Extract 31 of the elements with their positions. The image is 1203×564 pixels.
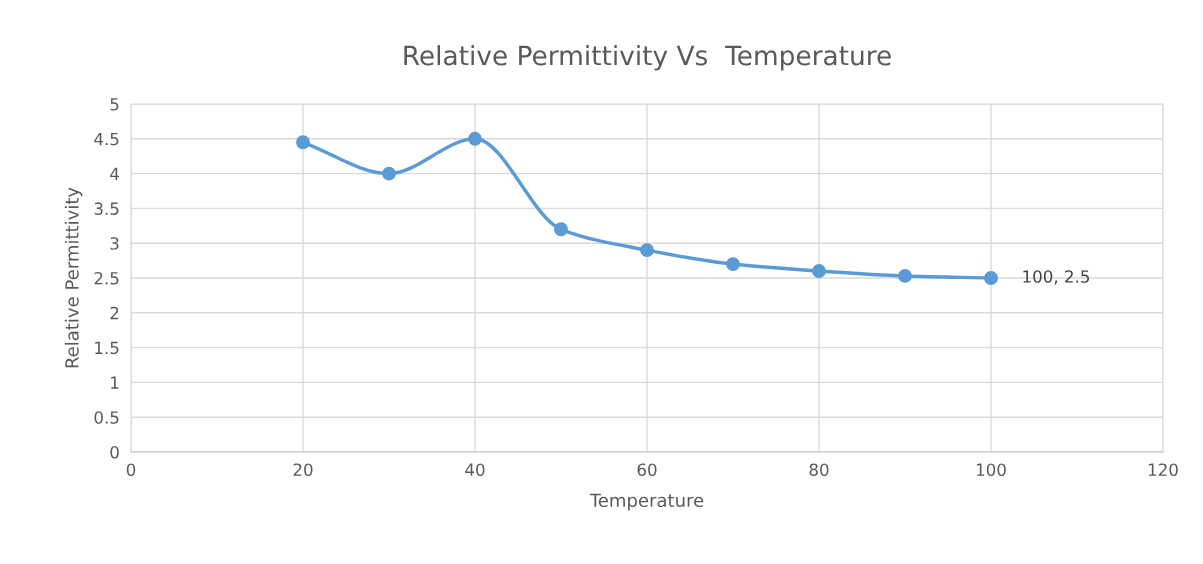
- y-tick-label: 0.5: [94, 411, 119, 424]
- y-axis-title: Relative Permittivity: [64, 187, 83, 368]
- point: [812, 264, 826, 278]
- y-tick-label: 2: [110, 306, 119, 320]
- x-tick-label: 120: [1148, 463, 1178, 477]
- point: [984, 271, 998, 285]
- y-tick-label: 3: [110, 237, 119, 250]
- point: [898, 268, 912, 283]
- y-tick-label: 1: [111, 376, 119, 389]
- y-tick-label: 4.5: [94, 132, 119, 146]
- point: [726, 257, 740, 272]
- point: [296, 135, 310, 150]
- point: [382, 166, 396, 181]
- x-tick-label: 40: [465, 463, 485, 477]
- y-tick-label: 1.5: [95, 341, 119, 355]
- point: [640, 243, 654, 258]
- x-axis-title: Temperature: [589, 493, 704, 511]
- chart-title: Relative Permittivity Vs Temperature: [404, 45, 891, 71]
- point: [468, 131, 482, 146]
- y-tick-label: 4: [110, 167, 119, 180]
- y-tick-label: 0: [110, 445, 119, 459]
- x-tick-label: 20: [293, 463, 313, 477]
- x-tick-label: 80: [809, 463, 829, 477]
- x-tick-label: 60: [637, 463, 657, 477]
- x-tick-label: 100: [976, 463, 1006, 477]
- y-tick-label: 3.5: [94, 202, 119, 215]
- y-tick-label: 2.5: [94, 271, 119, 285]
- annotation: 100, 2.5: [1023, 270, 1090, 285]
- y-tick-label: 5: [110, 98, 119, 111]
- x-tick-label: 0: [126, 463, 136, 477]
- point: [554, 222, 568, 237]
